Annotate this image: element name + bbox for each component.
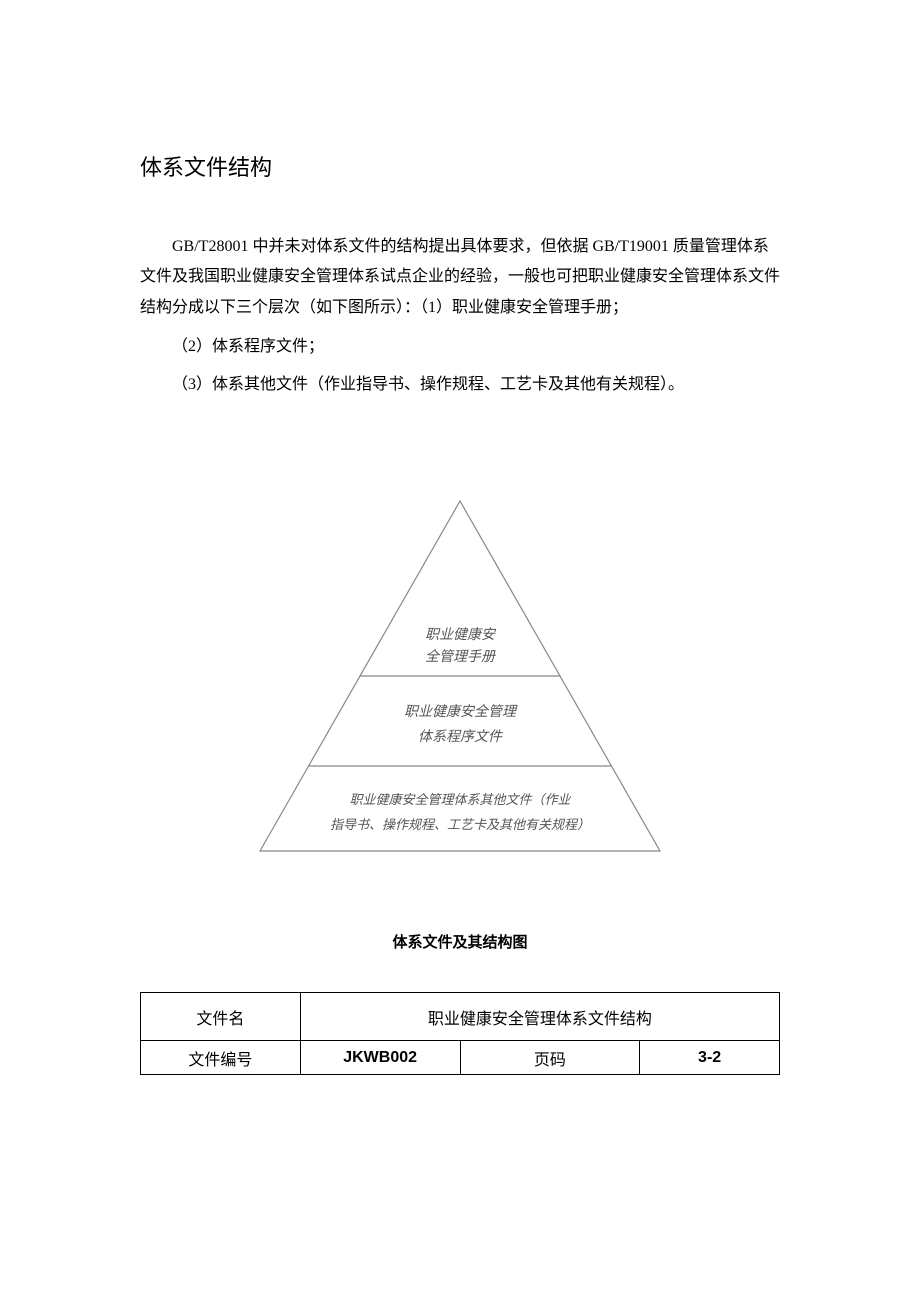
filenumber-value: JKWB002 xyxy=(300,1041,460,1075)
main-paragraph: GB/T28001 中并未对体系文件的结构提出具体要求，但依据 GB/T1900… xyxy=(140,232,780,323)
list-item-2: （2）体系程序文件； xyxy=(140,331,780,363)
pyramid-level1-line2: 全管理手册 xyxy=(425,649,496,665)
pyramid-level2-line2: 体系程序文件 xyxy=(418,729,503,745)
pyramid-level3-line2: 指导书、操作规程、工艺卡及其他有关规程） xyxy=(330,817,590,832)
pyramid-level2-line1: 职业健康安全管理 xyxy=(404,704,518,720)
pyramid-svg: 职业健康安 全管理手册 职业健康安全管理 体系程序文件 职业健康安全管理体系其他… xyxy=(240,491,680,871)
page-label: 页码 xyxy=(460,1041,640,1075)
pyramid-level1-line1: 职业健康安 xyxy=(425,627,497,643)
pyramid-level3-line1: 职业健康安全管理体系其他文件（作业 xyxy=(349,792,571,807)
list-item-3: （3）体系其他文件（作业指导书、操作规程、工艺卡及其他有关规程）。 xyxy=(140,369,780,401)
page-title: 体系文件结构 xyxy=(140,150,780,182)
filenumber-label: 文件编号 xyxy=(141,1041,301,1075)
filename-label: 文件名 xyxy=(141,993,301,1041)
page-value: 3-2 xyxy=(640,1041,780,1075)
filename-value: 职业健康安全管理体系文件结构 xyxy=(300,993,779,1041)
table-row: 文件编号 JKWB002 页码 3-2 xyxy=(141,1041,780,1075)
table-row: 文件名 职业健康安全管理体系文件结构 xyxy=(141,993,780,1041)
info-table: 文件名 职业健康安全管理体系文件结构 文件编号 JKWB002 页码 3-2 xyxy=(140,992,780,1075)
pyramid-diagram: 职业健康安 全管理手册 职业健康安全管理 体系程序文件 职业健康安全管理体系其他… xyxy=(140,491,780,871)
figure-caption: 体系文件及其结构图 xyxy=(140,931,780,952)
